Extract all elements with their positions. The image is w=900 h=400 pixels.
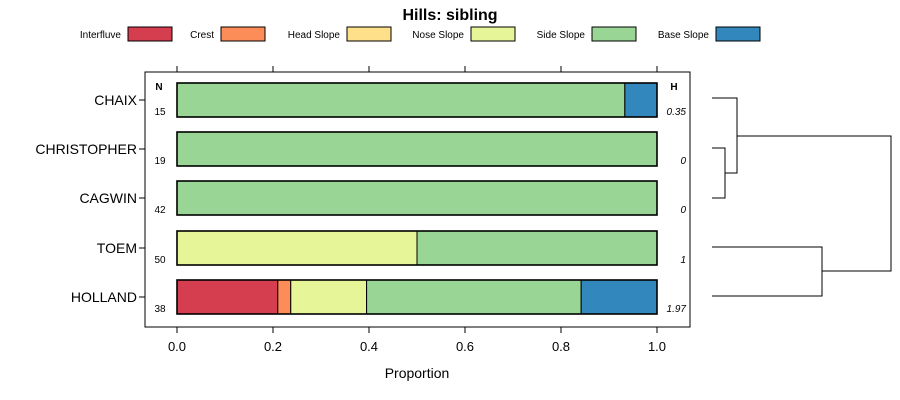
h-value: 0.35 (667, 107, 687, 118)
bar-outline (176, 279, 658, 315)
x-tick-label: 1.0 (648, 339, 666, 354)
legend-label-nose-slope: Nose Slope (412, 30, 464, 41)
category-label: CHRISTOPHER (35, 141, 137, 157)
dendrogram (712, 97, 892, 297)
h-header: H (670, 82, 677, 93)
legend-label-crest: Crest (190, 30, 214, 41)
plot-border (144, 71, 691, 328)
bar-segment (176, 279, 279, 315)
plot-area: 0.0 0.2 0.4 0.6 0.8 1.0 N H CHAIX 15 0.35 CHRISTOPH… (35, 66, 691, 354)
x-tick-label: 0.6 (456, 339, 474, 354)
bar-segment (366, 279, 582, 315)
legend-label-interfluve: Interfluve (80, 30, 122, 41)
h-value: 1 (680, 255, 686, 266)
n-value: 50 (154, 255, 166, 266)
n-value: 42 (154, 205, 166, 216)
h-value: 0 (680, 205, 686, 216)
h-value: 1.97 (667, 304, 687, 315)
chart-title: Hills: sibling (402, 7, 497, 24)
category-label: CHAIX (94, 92, 137, 108)
dendrogram-branch (712, 147, 726, 199)
bar-outline (176, 230, 658, 266)
n-value: 19 (154, 156, 166, 167)
bar-outline (176, 131, 658, 167)
category-label: TOEM (97, 240, 137, 256)
bar-segment (580, 279, 658, 315)
legend-swatch-crest (220, 26, 266, 42)
legend: Interfluve Crest Head Slope Nose Slope Side … (80, 26, 761, 42)
category-label: HOLLAND (71, 289, 137, 305)
category-label: CAGWIN (79, 190, 137, 206)
legend-label-head-slope: Head Slope (288, 30, 341, 41)
bar-segment (624, 82, 658, 118)
bar-segment (277, 279, 292, 315)
bar-outline (176, 180, 658, 216)
bar-segment (176, 82, 626, 118)
bar-segment (176, 180, 658, 216)
legend-label-base-slope: Base Slope (658, 30, 710, 41)
legend-swatch-head-slope (346, 26, 392, 42)
n-header: N (155, 82, 162, 93)
n-value: 15 (154, 107, 166, 118)
x-tick-label: 0.4 (360, 339, 378, 354)
x-tick-label: 0.0 (168, 339, 186, 354)
bar-segment (416, 230, 658, 266)
x-tick-label: 0.2 (264, 339, 282, 354)
dendrogram-branch (712, 246, 823, 297)
bar-segment (176, 131, 658, 167)
dendrogram-branch (737, 135, 892, 272)
legend-swatch-base-slope (715, 26, 761, 42)
bar-segment (290, 279, 368, 315)
x-axis-title: Proportion (385, 365, 450, 381)
h-value: 0 (680, 156, 686, 167)
legend-label-side-slope: Side Slope (537, 30, 586, 41)
legend-swatch-side-slope (591, 26, 637, 42)
legend-swatch-interfluve (127, 26, 173, 42)
n-value: 38 (154, 304, 166, 315)
bar-outline (176, 82, 658, 118)
x-tick-label: 0.8 (552, 339, 570, 354)
bar-segment (176, 230, 418, 266)
legend-swatch-nose-slope (470, 26, 516, 42)
